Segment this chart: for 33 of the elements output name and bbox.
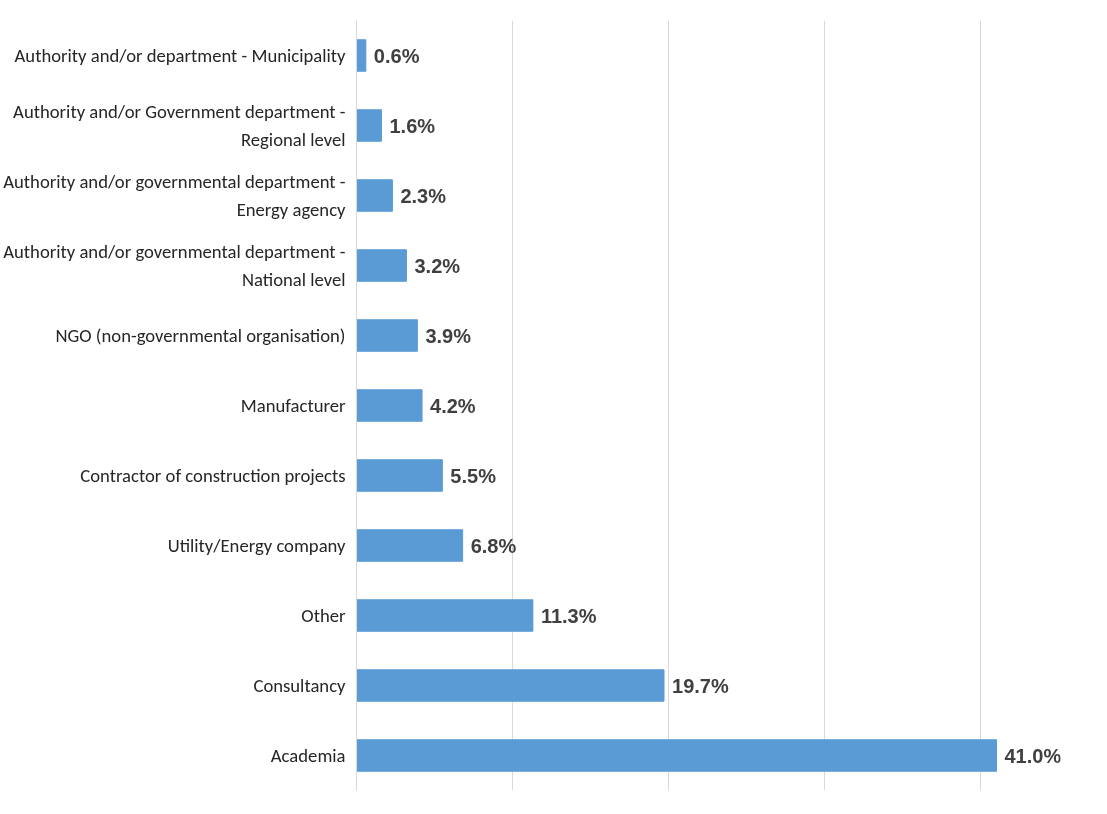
y-tick-label: Other: [301, 604, 346, 627]
bar: [356, 179, 393, 212]
y-tick-label: Manufacturer: [240, 394, 346, 417]
y-tick-label: Contractor of construction projects: [80, 464, 346, 487]
bar: [356, 319, 418, 352]
bar: [356, 39, 367, 72]
bar: [356, 739, 997, 772]
y-tick-label: Consultancy: [253, 674, 347, 697]
y-tick-label: Authority and/or Government department - Regional level: [13, 100, 346, 151]
bar: [356, 529, 464, 562]
y-tick-label: Utility/Energy company: [167, 534, 347, 557]
data-label: 1.6%: [389, 114, 436, 137]
data-label: 11.3%: [540, 604, 597, 627]
data-label: 0.6%: [373, 44, 420, 67]
data-label: 6.8%: [470, 534, 517, 557]
y-tick-label: Authority and/or governmental department - National level: [3, 240, 346, 291]
data-label: 4.2%: [430, 394, 476, 417]
data-label: 19.7%: [672, 674, 729, 697]
bar: [356, 249, 407, 282]
bar: [356, 599, 534, 632]
bar: [356, 389, 423, 422]
bar: [356, 109, 382, 142]
data-label: 3.2%: [414, 254, 461, 277]
data-label: 3.9%: [425, 324, 472, 347]
y-tick-label: Authority and/or governmental department - Energy agency: [3, 170, 347, 221]
bar: [356, 459, 443, 492]
data-label: 5.5%: [450, 464, 497, 487]
data-label: 41.0%: [1004, 744, 1062, 767]
y-tick-label: Academia: [270, 744, 346, 767]
y-tick-label: NGO (non-governmental organisation): [55, 324, 346, 347]
data-label: 2.3%: [400, 184, 447, 207]
y-tick-label: Authority and/or department - Municipality: [14, 44, 347, 67]
bar: [356, 669, 665, 702]
